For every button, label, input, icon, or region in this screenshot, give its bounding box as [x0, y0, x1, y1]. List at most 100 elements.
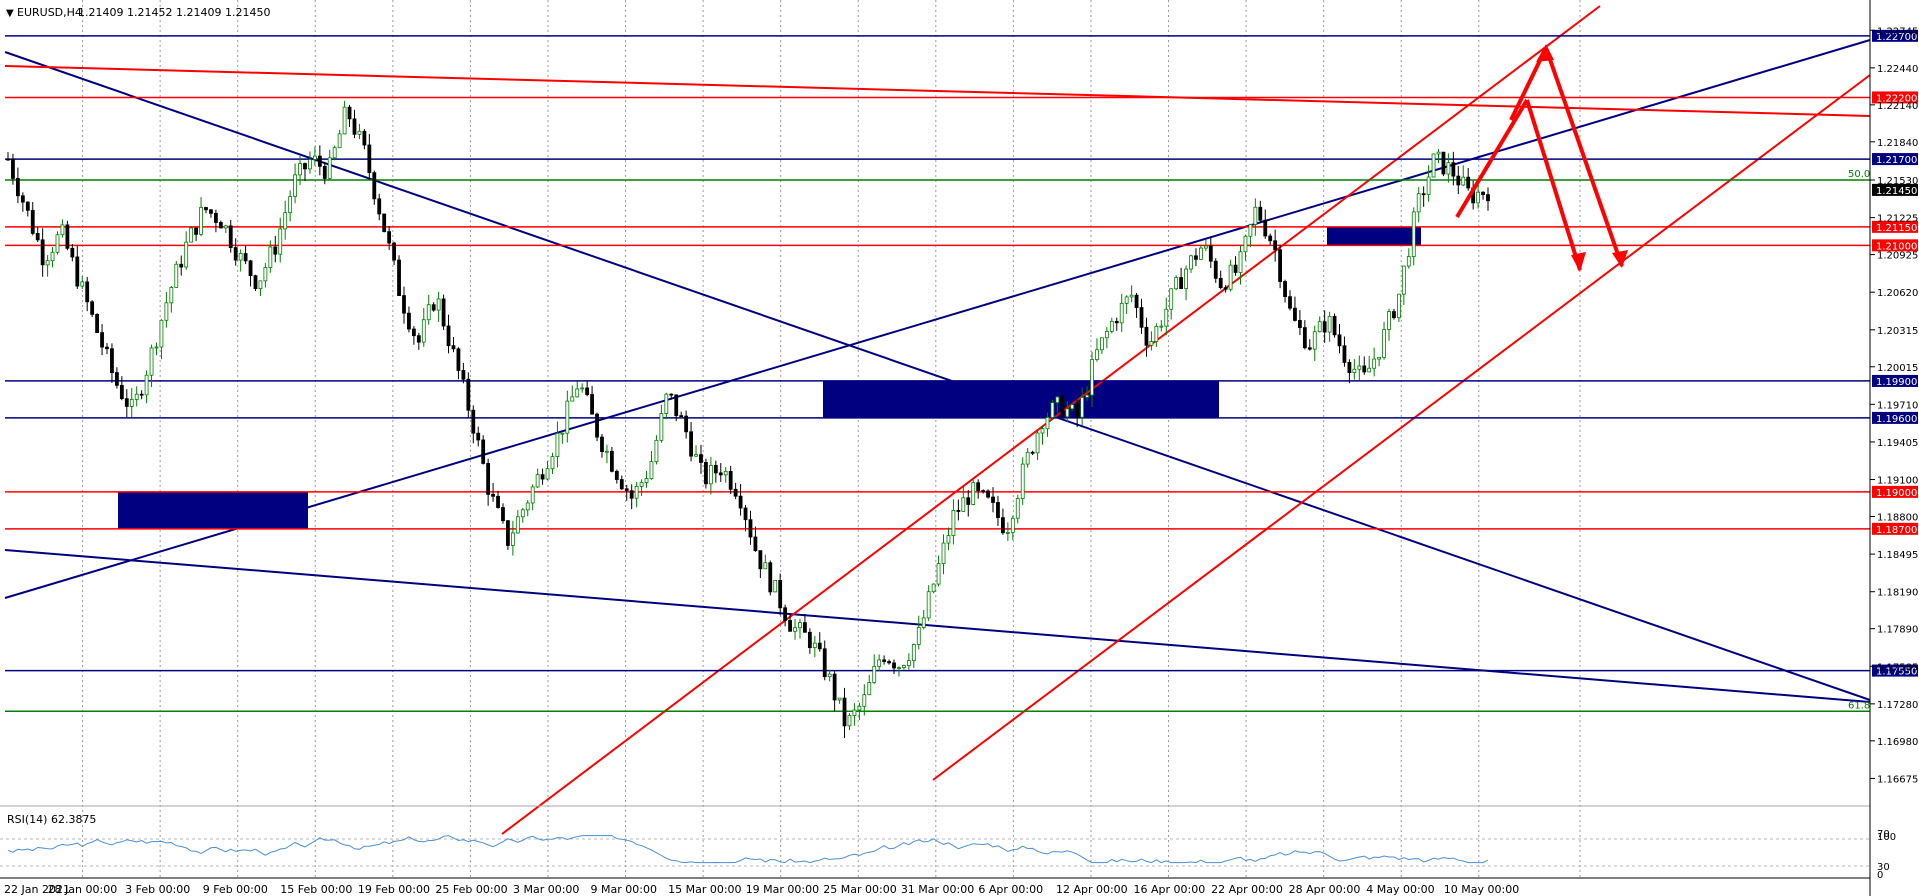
candle-body	[1065, 408, 1070, 418]
candle-body	[1298, 320, 1302, 328]
level-price-badge	[1872, 411, 1918, 424]
candle-body	[1085, 394, 1089, 398]
candle-body	[877, 659, 882, 667]
candle-body	[1104, 330, 1109, 339]
candle-body	[1149, 341, 1154, 346]
candle-body	[525, 502, 530, 511]
candle-body	[976, 482, 981, 491]
candle-body	[659, 413, 664, 441]
rsi-tick-label: 70	[1877, 829, 1890, 840]
candle-body	[1109, 320, 1114, 332]
time-tick-label: 16 Apr 00:00	[1134, 883, 1206, 896]
candle-body	[510, 532, 515, 546]
candle-body	[768, 562, 773, 593]
candle-body	[352, 118, 357, 135]
candle-body	[35, 232, 40, 241]
candle-body	[367, 144, 372, 174]
candle-body	[911, 644, 916, 661]
candle-body	[431, 304, 436, 311]
candle-body	[847, 715, 852, 727]
candle-body	[40, 239, 45, 266]
candle-body	[1451, 162, 1456, 177]
candle-body	[530, 486, 535, 504]
chart-collapse-icon: ▼	[6, 8, 14, 19]
candle-body	[416, 335, 421, 343]
level-price-label: 1.21700	[1876, 155, 1917, 166]
time-tick-label: 28 Jan 00:00	[48, 883, 118, 896]
candle-body	[748, 519, 753, 538]
candle-body	[545, 468, 550, 480]
candle-body	[362, 130, 367, 146]
candle-body	[743, 507, 748, 521]
candle-body	[441, 298, 446, 327]
candle-body	[1030, 451, 1035, 454]
candle-body	[1223, 287, 1228, 290]
candle-body	[6, 158, 10, 161]
time-tick-label: 28 Apr 00:00	[1289, 883, 1361, 896]
candle-body	[753, 536, 758, 552]
candle-body	[817, 642, 822, 650]
candle-body	[342, 106, 347, 135]
candle-body	[110, 348, 114, 374]
candle-body	[114, 372, 119, 386]
candle-body	[278, 228, 283, 255]
candle-body	[788, 620, 792, 632]
candle-body	[892, 662, 896, 669]
candle-body	[971, 482, 976, 505]
candle-body	[951, 510, 956, 537]
candle-body	[283, 212, 288, 230]
candle-body	[1347, 362, 1352, 373]
candle-body	[921, 617, 926, 628]
candle-body	[1486, 194, 1490, 202]
candle-body	[1199, 247, 1203, 260]
candle-body	[199, 207, 203, 235]
candle-body	[204, 207, 208, 211]
candle-body	[1322, 321, 1327, 333]
candle-body	[634, 485, 639, 499]
candle-body	[194, 227, 198, 235]
candle-body	[699, 454, 703, 463]
candle-body	[961, 497, 966, 512]
time-tick-label: 4 May 00:00	[1366, 883, 1434, 896]
candle-body	[614, 470, 619, 480]
candle-body	[793, 627, 797, 632]
rsi-line	[7, 835, 1489, 864]
symbol-label: EURUSD,H4	[17, 6, 82, 19]
candle-body	[1288, 296, 1292, 309]
candle-body	[60, 224, 65, 236]
candle-body	[436, 298, 441, 311]
candle-body	[1426, 176, 1431, 195]
candle-body	[233, 247, 238, 261]
candle-body	[515, 516, 520, 534]
candle-body	[134, 393, 139, 400]
candle-body	[397, 259, 401, 296]
current-price-label: 1.21450	[1876, 186, 1917, 197]
candle-body	[402, 295, 406, 314]
price-tick-label: 1.19405	[1877, 438, 1918, 449]
candle-body	[426, 304, 431, 321]
time-tick-label: 3 Mar 00:00	[513, 883, 579, 896]
candle-body	[535, 474, 540, 488]
candle-body	[926, 591, 931, 619]
candlesticks	[6, 100, 1490, 739]
candle-body	[644, 478, 649, 483]
level-price-label: 1.22200	[1876, 93, 1917, 104]
rsi-tick-label: 0	[1877, 870, 1883, 881]
candle-body	[946, 535, 951, 544]
candle-body	[238, 253, 243, 261]
candle-body	[827, 673, 832, 678]
price-tick-label: 1.21530	[1877, 176, 1918, 187]
candle-body	[1317, 321, 1322, 333]
candle-body	[689, 431, 693, 457]
candle-body	[1268, 235, 1273, 242]
candle-body	[986, 490, 990, 498]
candle-body	[407, 312, 411, 330]
level-price-badge	[1872, 91, 1918, 104]
candle-body	[129, 399, 134, 407]
forecast-arrow-up-1	[1455, 98, 1529, 219]
candle-body	[466, 378, 471, 411]
time-tick-label: 22 Jan 2021	[4, 883, 70, 896]
candle-body	[1124, 296, 1129, 304]
candle-body	[55, 234, 60, 253]
